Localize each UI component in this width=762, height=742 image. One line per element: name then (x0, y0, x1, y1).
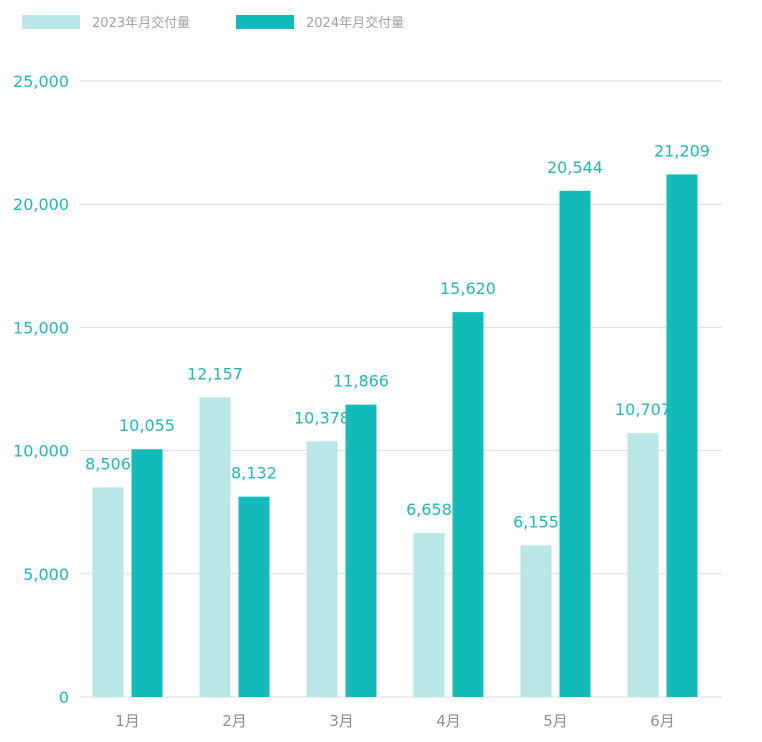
y-axis-ticks: 0 5,000 10,000 15,000 20,000 25,000 (13, 72, 69, 707)
y-tick-label: 20,000 (13, 195, 69, 214)
x-axis-ticks: 1月 2月 3月 4月 5月 6月 (115, 712, 675, 730)
bars (92, 174, 698, 698)
legend-swatch-2024 (236, 15, 294, 29)
data-label: 21,209 (654, 141, 710, 160)
bar-2024 (452, 312, 484, 697)
bar-2024 (345, 404, 377, 697)
data-label: 6,155 (513, 512, 559, 531)
legend-swatch-2023 (22, 15, 80, 29)
x-tick-label: 5月 (543, 712, 568, 730)
legend: 2023年月交付量 2024年月交付量 (22, 15, 404, 31)
data-label: 8,506 (85, 454, 131, 473)
data-label: 12,157 (187, 364, 243, 383)
bar-2023 (627, 433, 659, 697)
data-label: 6,658 (406, 500, 452, 519)
x-tick-label: 4月 (436, 712, 461, 730)
x-tick-label: 1月 (115, 712, 140, 730)
data-labels: 8,506 10,055 12,157 8,132 10,378 11,866 6,658 1… (85, 141, 710, 531)
bar-2023 (520, 545, 552, 697)
y-tick-label: 0 (59, 688, 69, 707)
x-tick-label: 6月 (650, 712, 675, 730)
bar-2023 (92, 487, 124, 697)
x-tick-label: 3月 (329, 712, 354, 730)
bar-2024 (131, 449, 163, 697)
y-tick-label: 15,000 (13, 318, 69, 337)
y-tick-label: 10,000 (13, 442, 69, 461)
gridlines (80, 80, 722, 698)
y-tick-label: 5,000 (23, 565, 69, 584)
data-label: 10,055 (119, 416, 175, 435)
bar-2023 (306, 441, 338, 697)
data-label: 15,620 (440, 279, 496, 298)
data-label: 10,378 (294, 408, 350, 427)
bar-2023 (413, 532, 445, 697)
bar-2024 (666, 174, 698, 698)
legend-label-2024: 2024年月交付量 (306, 15, 404, 31)
bar-2023 (199, 397, 231, 697)
data-label: 11,866 (333, 372, 389, 391)
data-label: 10,707 (615, 400, 671, 419)
y-tick-label: 25,000 (13, 72, 69, 91)
data-label: 20,544 (547, 158, 603, 177)
bar-2024 (238, 496, 270, 697)
legend-label-2023: 2023年月交付量 (92, 15, 190, 31)
x-tick-label: 2月 (222, 712, 247, 730)
bar-2024 (559, 190, 591, 697)
data-label: 8,132 (231, 464, 277, 483)
